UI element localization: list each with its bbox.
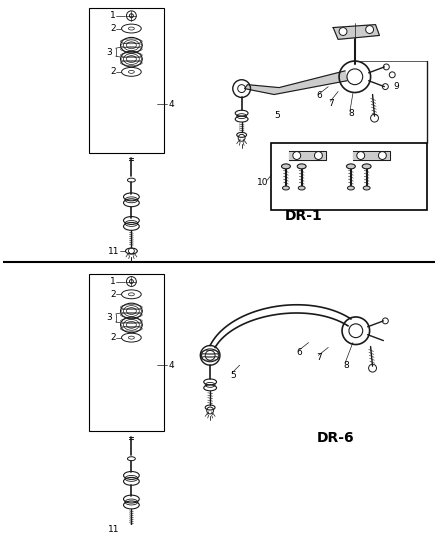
Ellipse shape — [283, 186, 290, 190]
Polygon shape — [333, 25, 379, 39]
Text: 6: 6 — [316, 91, 322, 100]
Circle shape — [293, 151, 301, 159]
Text: 10: 10 — [258, 177, 269, 187]
Text: 7: 7 — [316, 353, 322, 362]
Text: 6: 6 — [297, 348, 303, 357]
Polygon shape — [289, 151, 326, 160]
Ellipse shape — [282, 164, 290, 169]
Ellipse shape — [297, 164, 306, 169]
Polygon shape — [244, 71, 347, 94]
Text: 9: 9 — [393, 82, 399, 91]
Ellipse shape — [346, 164, 355, 169]
Ellipse shape — [347, 186, 354, 190]
Text: 3: 3 — [106, 313, 112, 322]
Polygon shape — [353, 151, 390, 160]
Text: 11: 11 — [108, 246, 120, 255]
Text: 2: 2 — [110, 24, 116, 33]
Ellipse shape — [298, 186, 305, 190]
Bar — [89, 8, 164, 152]
Text: 4: 4 — [169, 100, 174, 109]
Text: 1: 1 — [110, 11, 116, 20]
Text: 8: 8 — [348, 109, 354, 118]
Text: 2: 2 — [110, 333, 116, 342]
Text: 2: 2 — [110, 67, 116, 76]
Circle shape — [366, 26, 374, 34]
Text: 7: 7 — [328, 99, 334, 108]
Text: 2: 2 — [110, 290, 116, 299]
Text: 11: 11 — [108, 525, 120, 533]
Text: 1: 1 — [110, 277, 116, 286]
Text: DR-6: DR-6 — [316, 431, 354, 445]
Circle shape — [357, 151, 365, 159]
Bar — [271, 143, 427, 209]
Ellipse shape — [363, 186, 370, 190]
Text: 5: 5 — [274, 111, 280, 120]
Bar — [89, 273, 164, 431]
Text: 3: 3 — [106, 47, 112, 56]
Text: 5: 5 — [230, 370, 236, 379]
Text: 8: 8 — [343, 361, 349, 370]
Circle shape — [339, 28, 347, 35]
Circle shape — [378, 151, 386, 159]
Circle shape — [314, 151, 322, 159]
Text: DR-1: DR-1 — [285, 208, 323, 223]
Ellipse shape — [362, 164, 371, 169]
Text: 4: 4 — [169, 361, 174, 370]
